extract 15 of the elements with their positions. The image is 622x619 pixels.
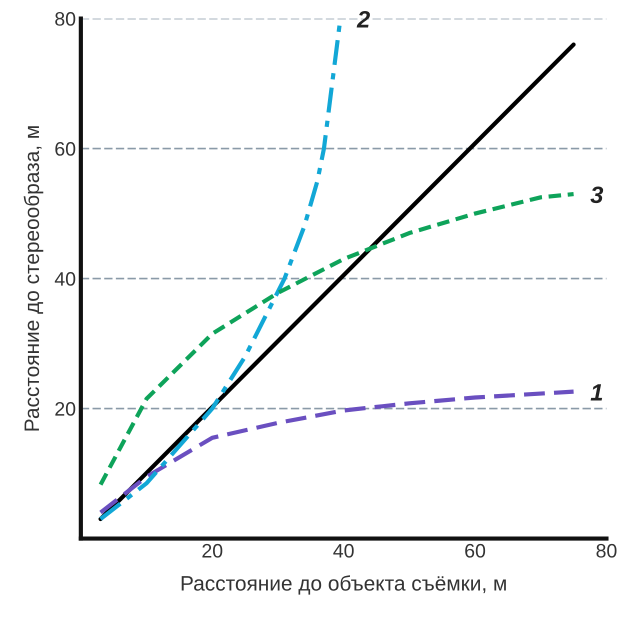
x-tick-label: 20 [202, 544, 222, 558]
y-tick-label: 60 [55, 142, 76, 156]
line-series [98, 390, 576, 515]
x-tick-label: 40 [333, 544, 354, 558]
series-label: 3 [590, 186, 604, 204]
y-tick-label: 20 [55, 402, 76, 416]
x-axis-title: Расстояние до объекта съёмки, м [182, 575, 506, 595]
y-tick-label: 80 [55, 12, 76, 26]
series-label: 1 [590, 384, 602, 401]
line-series [98, 192, 576, 487]
x-tick-label: 80 [596, 544, 617, 558]
y-axis-title: Расстояние до стереообраза, м [24, 126, 44, 431]
y-tick-label: 40 [54, 272, 76, 286]
x-tick-label: 60 [465, 544, 486, 558]
series-label: 2 [356, 10, 370, 28]
